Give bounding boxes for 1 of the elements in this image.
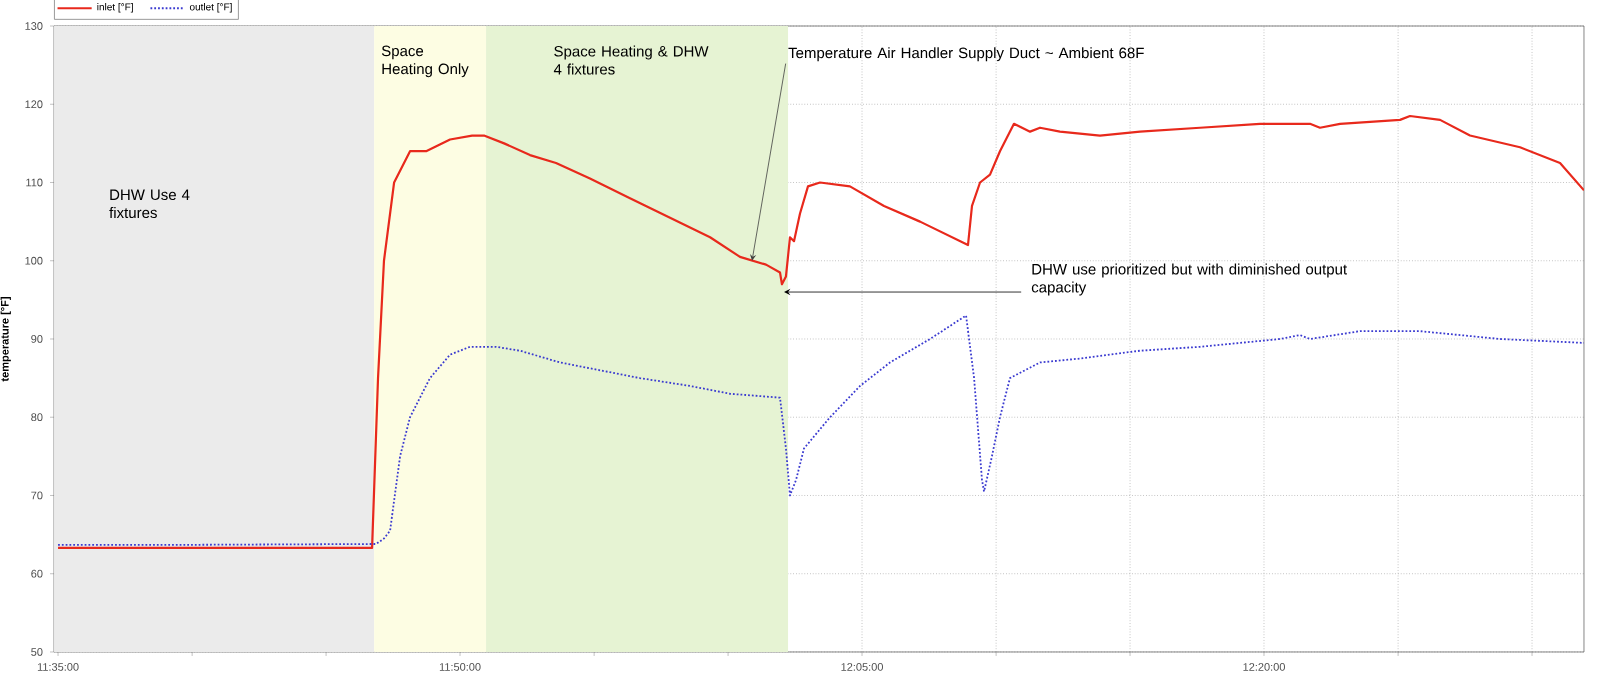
line-series bbox=[57, 314, 1584, 546]
